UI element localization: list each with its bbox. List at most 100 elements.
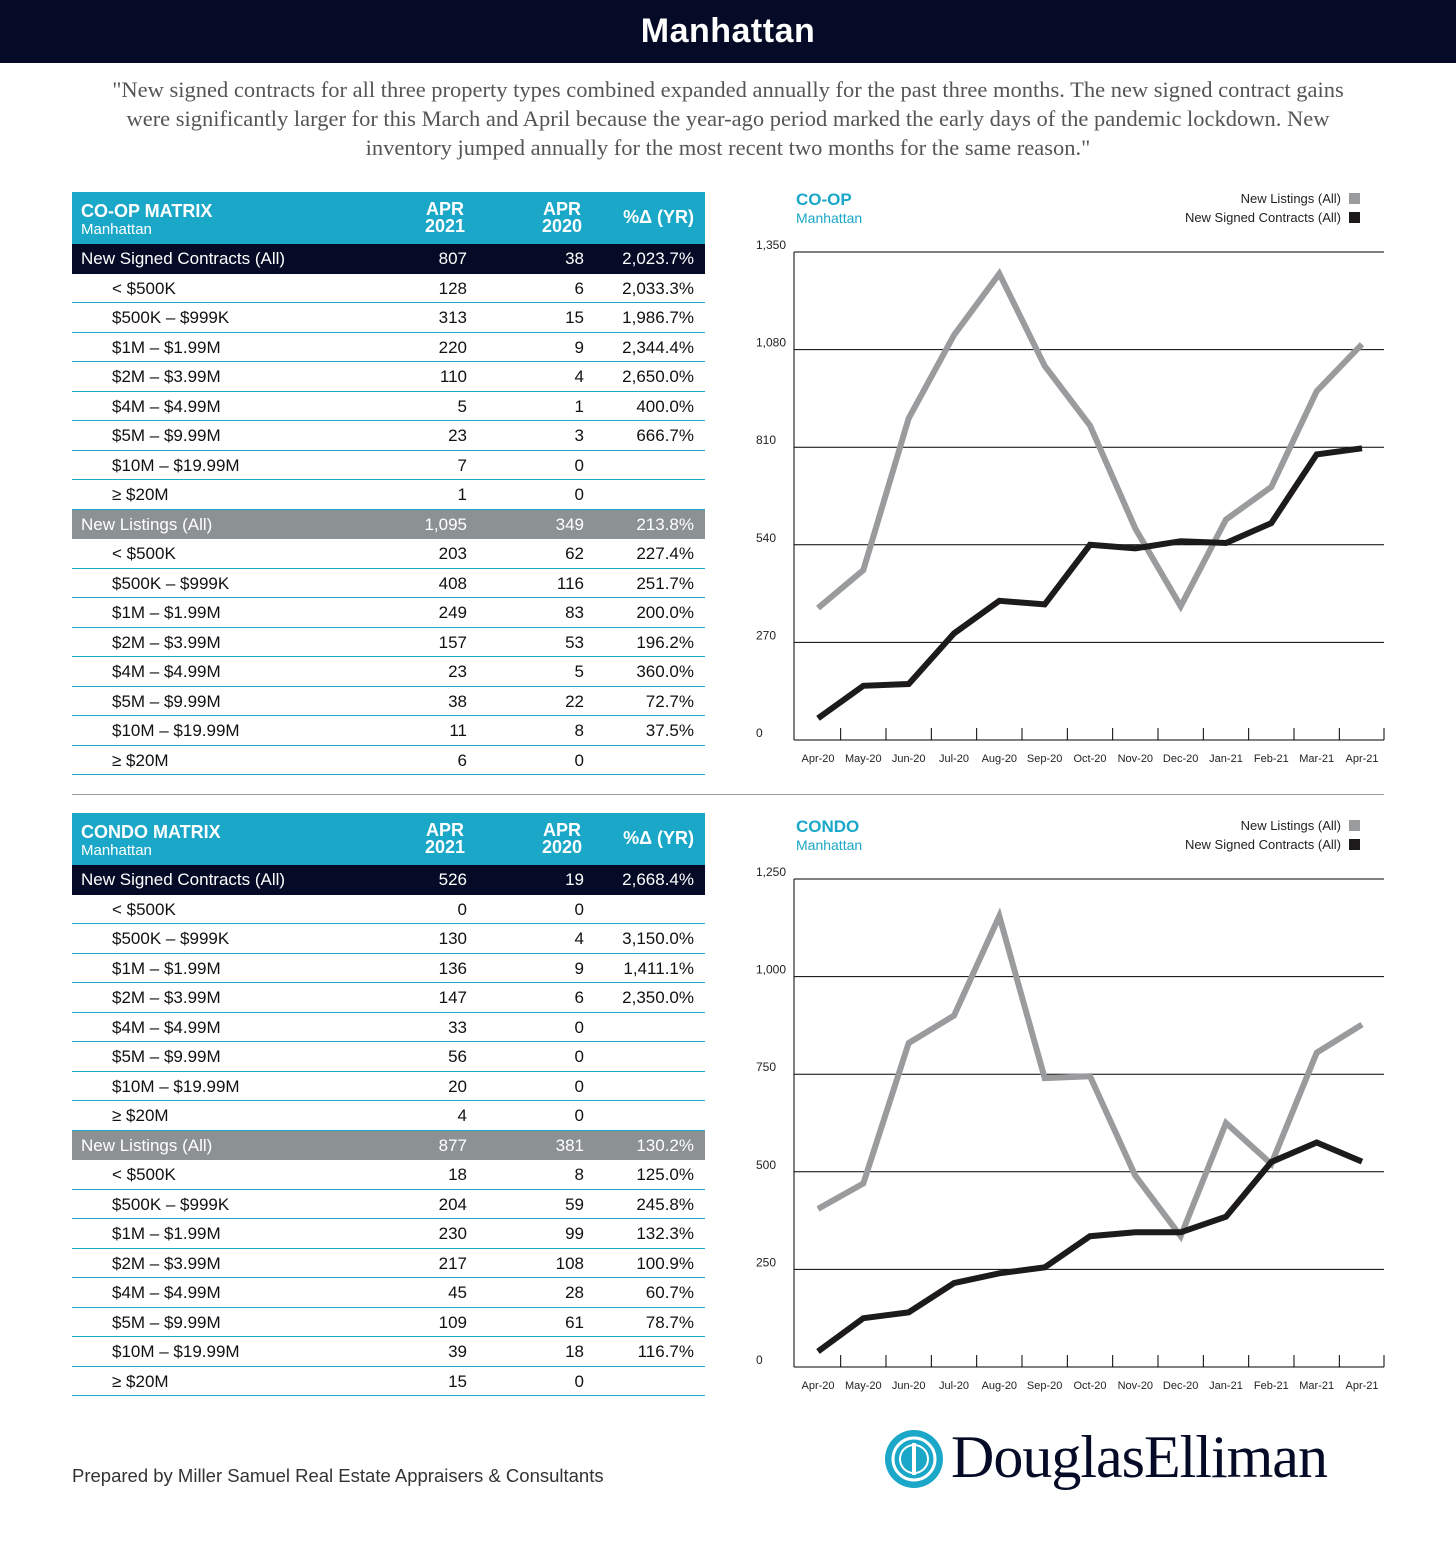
value-apr-2021: 1 <box>457 485 467 504</box>
value-apr-2021: 0 <box>457 899 467 919</box>
value-apr-2021: 147 <box>438 988 467 1007</box>
coop-chart-svg: 0 270 540 810 1,080 1,350 Apr-20 May-20 Jun-20 Ju… <box>756 238 1385 765</box>
value-apr-2021: 249 <box>438 603 467 622</box>
value-apr-2021: 56 <box>448 1047 467 1066</box>
y-tick-label: 500 <box>756 1158 776 1172</box>
x-tick-label: Mar-21 <box>1299 1380 1334 1392</box>
table-row: ≥ $20M 4 0 <box>72 1101 705 1131</box>
x-tick-label: Aug-20 <box>982 1380 1017 1392</box>
legend-contracts: New Signed Contracts (All) <box>1185 837 1360 852</box>
table-row: ≥ $20M 15 0 <box>72 1367 705 1396</box>
y-tick-label: 1,080 <box>756 336 786 350</box>
row-label: $500K – $999K <box>112 573 230 593</box>
series-line-new-contracts <box>816 445 1363 721</box>
value-apr-2021: 1,095 <box>424 514 467 534</box>
value-apr-2020: 28 <box>565 1283 584 1302</box>
section-row-contracts: New Signed Contracts (All) 526 19 2,668.4% <box>72 865 705 895</box>
value-pct-change: 60.7% <box>645 1283 694 1302</box>
legend-swatch-contracts <box>1349 839 1360 850</box>
matrix-header: CONDO MATRIX Manhattan APR 2021 APR 2020 %Δ … <box>72 813 705 865</box>
value-apr-2020: 0 <box>574 899 584 919</box>
value-apr-2020: 0 <box>574 485 584 504</box>
value-apr-2020: 0 <box>574 1076 584 1096</box>
table-row: $5M – $9.99M 23 3 666.7% <box>72 421 705 451</box>
value-apr-2020: 0 <box>574 1017 584 1037</box>
value-pct-change: 227.4% <box>636 544 694 563</box>
row-label: New Listings (All) <box>81 514 213 534</box>
chart-subtitle: Manhattan <box>796 837 863 853</box>
y-tick-label: 1,000 <box>756 963 786 977</box>
value-apr-2021: 38 <box>448 691 467 711</box>
value-apr-2020: 61 <box>565 1312 584 1332</box>
matrix-subtitle: Manhattan <box>81 842 152 859</box>
value-apr-2020: 62 <box>565 544 584 563</box>
table-row: < $500K 0 0 <box>72 895 705 924</box>
x-tick-label: Jan-21 <box>1209 753 1243 765</box>
y-tick-label: 1,250 <box>756 865 786 879</box>
col-header-apr-2021: APR 2021 <box>423 820 467 857</box>
table-row: $4M – $4.99M 45 28 60.7% <box>72 1278 705 1308</box>
table-row: < $500K 18 8 125.0% <box>72 1160 705 1190</box>
matrix-subtitle: Manhattan <box>81 221 152 238</box>
col-header-text: APR 2021 <box>424 199 466 236</box>
col-header-text: APR 2021 <box>424 820 466 857</box>
value-apr-2021: 130 <box>438 929 467 948</box>
row-label: $2M – $3.99M <box>112 988 221 1007</box>
value-pct-change: 400.0% <box>636 396 694 416</box>
logo-wordmark: DouglasElliman <box>951 1424 1328 1490</box>
legend-contracts: New Signed Contracts (All) <box>1185 210 1360 225</box>
value-apr-2020: 59 <box>565 1194 584 1214</box>
row-label: $1M – $1.99M <box>112 337 221 357</box>
value-apr-2021: 157 <box>438 632 467 652</box>
value-apr-2020: 15 <box>565 308 584 327</box>
value-apr-2020: 116 <box>556 573 584 593</box>
x-tick-label: Apr-20 <box>801 753 834 765</box>
x-tick-label: May-20 <box>845 1380 882 1392</box>
table-row: $10M – $19.99M 20 0 <box>72 1072 705 1101</box>
value-apr-2021: 18 <box>448 1165 467 1184</box>
value-apr-2021: 6 <box>457 750 467 770</box>
value-apr-2021: 39 <box>448 1342 467 1361</box>
value-apr-2021: 807 <box>438 249 467 268</box>
section-divider <box>72 794 1384 795</box>
row-label: New Signed Contracts (All) <box>81 249 286 268</box>
table-row: $2M – $3.99M 217 108 100.9% <box>72 1249 705 1278</box>
section-row-contracts: New Signed Contracts (All) 807 38 2,023.7% <box>72 244 705 274</box>
coop-matrix-table: CO-OP MATRIX Manhattan APR 2021 APR 2020 %Δ … <box>72 192 705 775</box>
matrix-title: CO-OP MATRIX <box>81 201 213 221</box>
x-tick-label: Jan-21 <box>1209 1380 1243 1392</box>
coop-chart: 0 270 540 810 1,080 1,350 Apr-20 May-20 Jun-20 Ju… <box>742 190 1402 780</box>
x-tick-label: Jul-20 <box>939 753 969 765</box>
value-apr-2020: 0 <box>574 1371 584 1391</box>
value-apr-2020: 3 <box>574 426 584 445</box>
row-label: ≥ $20M <box>112 1371 169 1391</box>
y-tick-label: 540 <box>756 531 776 545</box>
y-tick-label: 0 <box>756 1353 763 1367</box>
x-tick-label: Mar-21 <box>1299 753 1334 765</box>
row-label: $10M – $19.99M <box>112 721 240 740</box>
value-apr-2021: 7 <box>457 455 467 475</box>
x-tick-label: Apr-21 <box>1345 753 1378 765</box>
value-apr-2021: 877 <box>438 1135 467 1155</box>
row-label: $5M – $9.99M <box>112 691 221 711</box>
table-row: $1M – $1.99M 230 99 132.3% <box>72 1219 705 1249</box>
row-label: $4M – $4.99M <box>112 662 221 681</box>
legend-swatch-contracts <box>1349 212 1360 223</box>
row-label: New Listings (All) <box>81 1135 213 1155</box>
value-pct-change: 2,668.4% <box>622 870 694 889</box>
value-pct-change: 116.7% <box>637 1342 694 1361</box>
value-pct-change: 245.8% <box>636 1194 694 1214</box>
value-apr-2021: 23 <box>448 426 467 445</box>
row-label: $500K – $999K <box>112 308 230 327</box>
col-header-pct-change: %Δ (YR) <box>623 207 694 227</box>
value-apr-2020: 38 <box>565 249 584 268</box>
value-apr-2020: 0 <box>574 455 584 475</box>
condo-chart-svg: 0 250 500 750 1,000 1,250 Apr-20 May-20 Jun-20 Ju… <box>756 865 1385 1392</box>
value-pct-change: 125.0% <box>636 1165 694 1184</box>
value-pct-change: 132.3% <box>636 1224 694 1243</box>
value-apr-2021: 23 <box>448 662 467 681</box>
row-label: $500K – $999K <box>112 1194 230 1214</box>
value-apr-2021: 5 <box>457 396 467 416</box>
x-tick-label: May-20 <box>845 753 882 765</box>
value-pct-change: 130.2% <box>636 1135 694 1155</box>
